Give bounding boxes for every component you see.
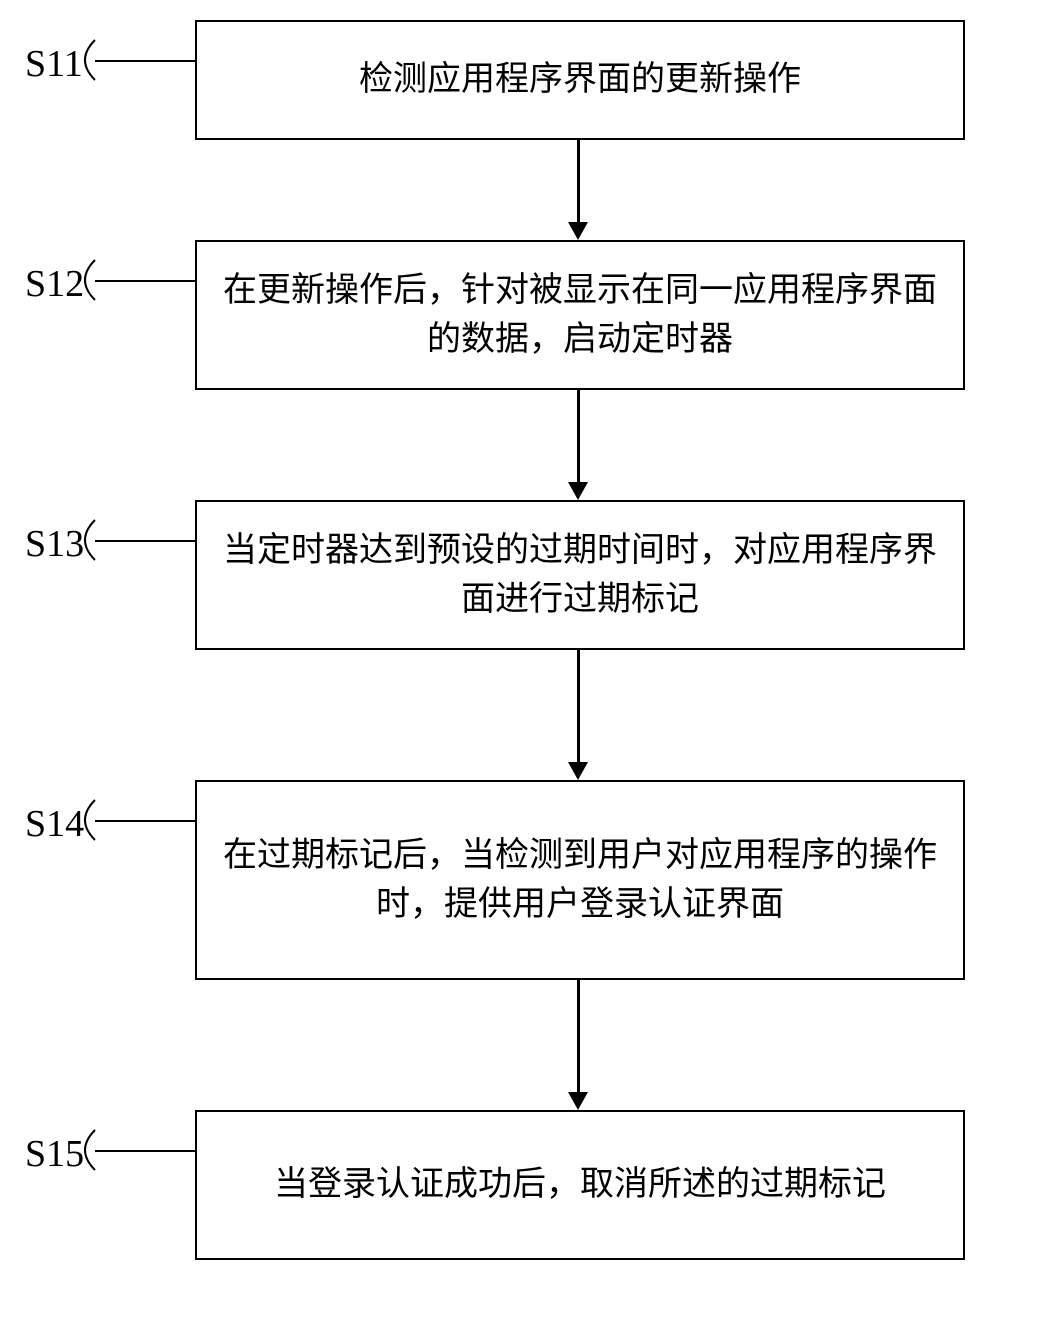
flow-node-S11: 检测应用程序界面的更新操作 — [195, 20, 965, 140]
callout-curve-S14 — [73, 798, 97, 842]
flow-node-text: 在过期标记后，当检测到用户对应用程序的操作时，提供用户登录认证界面 — [217, 831, 943, 930]
arrowhead-S12-S13 — [568, 482, 588, 500]
flow-node-S15: 当登录认证成功后，取消所述的过期标记 — [195, 1110, 965, 1260]
callout-line-S14 — [95, 820, 195, 822]
edge-S11-S12 — [577, 140, 580, 224]
edge-S12-S13 — [577, 390, 580, 484]
arrowhead-S11-S12 — [568, 222, 588, 240]
edge-S13-S14 — [577, 650, 580, 764]
callout-line-S15 — [95, 1150, 195, 1152]
flow-node-S12: 在更新操作后，针对被显示在同一应用程序界面的数据，启动定时器 — [195, 240, 965, 390]
edge-S14-S15 — [577, 980, 580, 1094]
callout-curve-S11 — [73, 38, 97, 82]
flow-node-text: 检测应用程序界面的更新操作 — [359, 55, 801, 104]
arrowhead-S14-S15 — [568, 1092, 588, 1110]
callout-curve-S15 — [73, 1128, 97, 1172]
callout-line-S12 — [95, 280, 195, 282]
flow-node-text: 在更新操作后，针对被显示在同一应用程序界面的数据，启动定时器 — [217, 266, 943, 365]
flow-node-text: 当定时器达到预设的过期时间时，对应用程序界面进行过期标记 — [217, 526, 943, 625]
flow-node-S13: 当定时器达到预设的过期时间时，对应用程序界面进行过期标记 — [195, 500, 965, 650]
arrowhead-S13-S14 — [568, 762, 588, 780]
flow-node-S14: 在过期标记后，当检测到用户对应用程序的操作时，提供用户登录认证界面 — [195, 780, 965, 980]
callout-curve-S13 — [73, 518, 97, 562]
callout-curve-S12 — [73, 258, 97, 302]
flow-node-text: 当登录认证成功后，取消所述的过期标记 — [274, 1160, 886, 1209]
callout-line-S13 — [95, 540, 195, 542]
flowchart-canvas: 检测应用程序界面的更新操作S11在更新操作后，针对被显示在同一应用程序界面的数据… — [0, 0, 1052, 1322]
callout-line-S11 — [95, 60, 195, 62]
